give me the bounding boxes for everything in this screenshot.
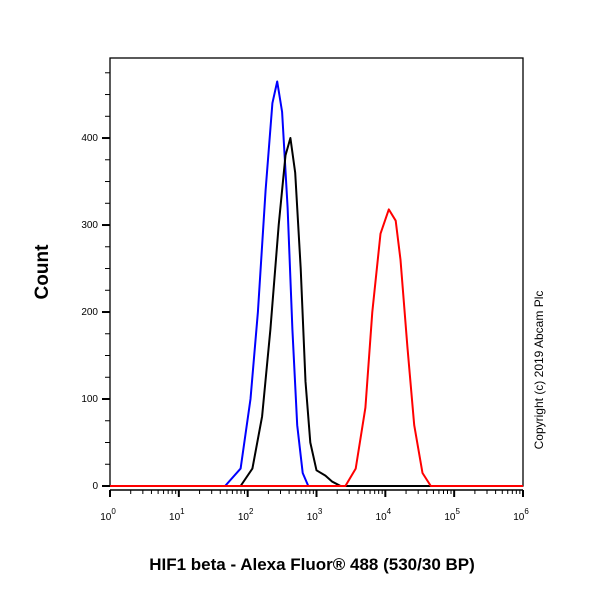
histogram-series-1 — [110, 137, 523, 487]
x-tick-label: 104 — [376, 507, 392, 523]
plot-frame — [109, 57, 524, 487]
x-tick-label: 106 — [513, 507, 529, 523]
y-tick-label: 0 — [92, 481, 98, 492]
x-tick-label: 105 — [444, 507, 460, 523]
y-tick-label: 200 — [81, 307, 98, 318]
copyright-annotation: Copyright (c) 2019 Abcam Plc — [532, 291, 546, 450]
x-axis-label: HIF1 beta - Alexa Fluor® 488 (530/30 BP) — [149, 555, 475, 574]
histogram-series-0 — [110, 80, 523, 487]
x-tick-label: 102 — [238, 507, 254, 523]
y-tick-label: 300 — [81, 220, 98, 231]
histogram-series-2 — [110, 208, 523, 487]
x-tick-label: 103 — [307, 507, 323, 523]
x-tick-label: 101 — [169, 507, 185, 523]
y-axis-label: Count — [32, 244, 53, 300]
y-tick-label: 100 — [81, 394, 98, 405]
y-tick-label: 400 — [81, 133, 98, 144]
x-tick-label: 100 — [100, 507, 116, 523]
